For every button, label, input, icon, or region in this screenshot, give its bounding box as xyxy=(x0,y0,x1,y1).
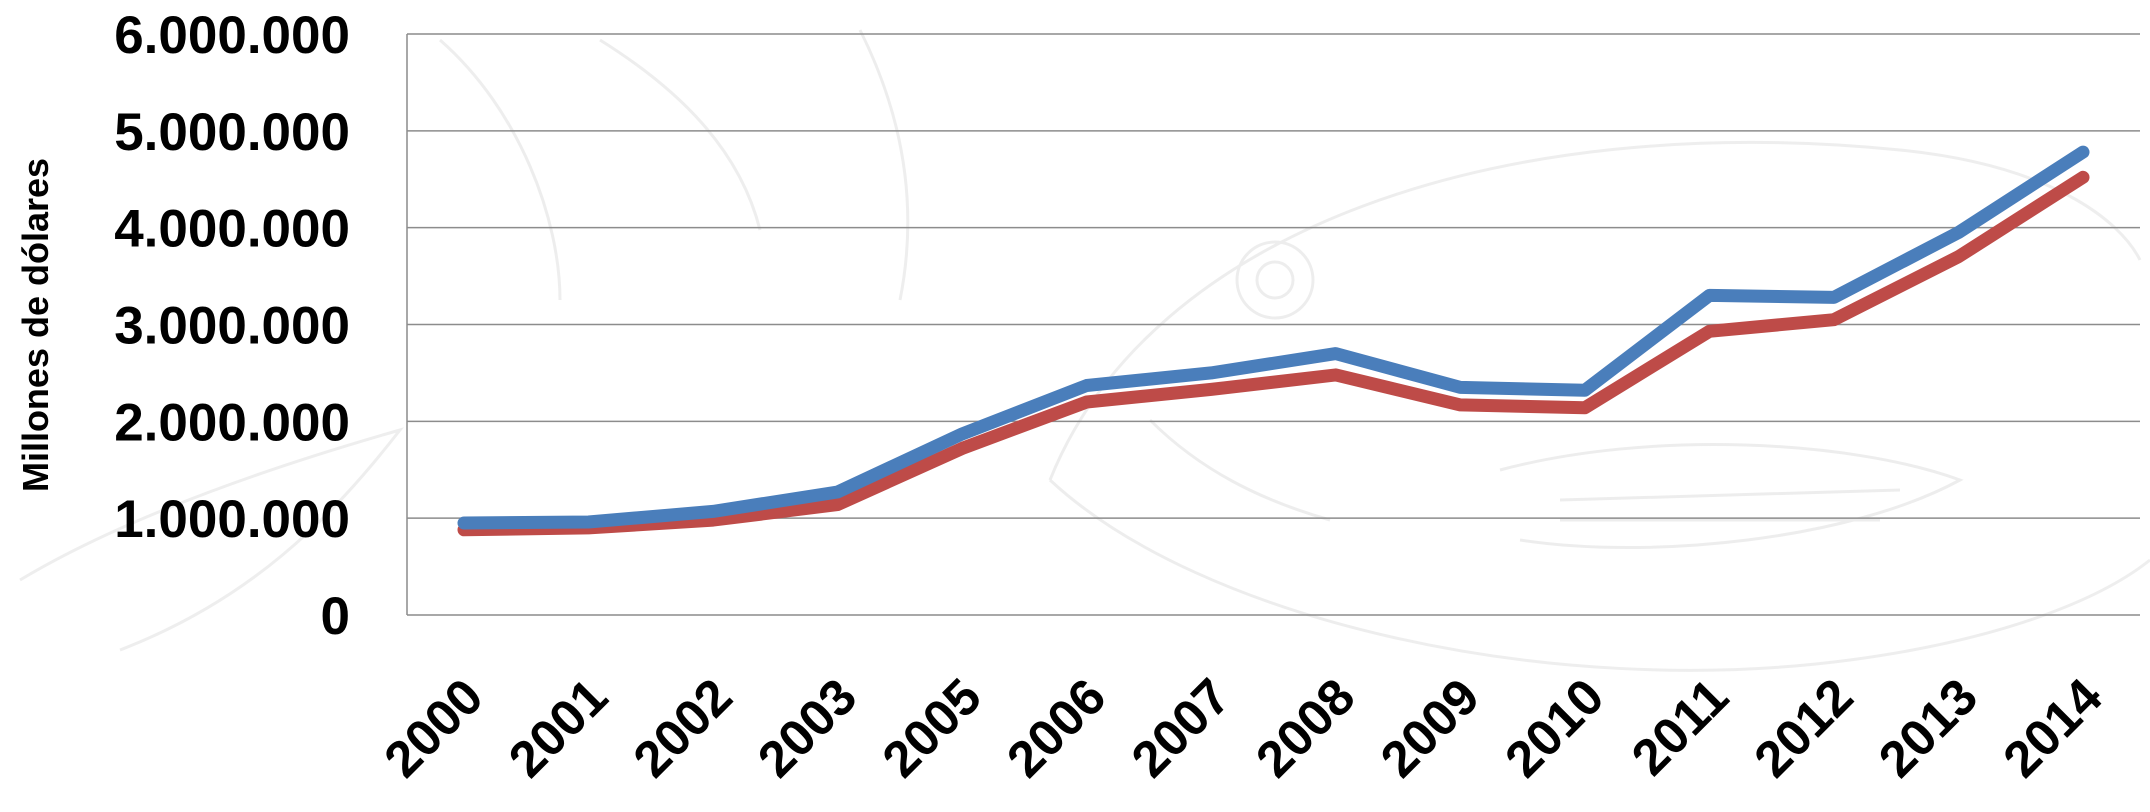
x-tick-label: 2000 xyxy=(373,667,494,788)
series-line-2 xyxy=(457,170,2090,537)
series-lines xyxy=(457,145,2090,537)
x-tick-label: 2001 xyxy=(498,667,619,788)
x-tick-label: 2008 xyxy=(1245,667,1366,788)
x-tick-label: 2010 xyxy=(1494,667,1615,788)
y-tick-label: 4.000.000 xyxy=(114,200,350,259)
y-tick-label: 1.000.000 xyxy=(114,490,350,549)
y-tick-label: 0 xyxy=(321,587,350,646)
x-tick-label: 2002 xyxy=(622,667,743,788)
x-tick-label: 2007 xyxy=(1120,667,1241,788)
x-tick-labels: 2000 2001 2002 2003 2005 2006 2007 2008 2009 2010… xyxy=(373,667,2113,788)
x-tick-label: 2006 xyxy=(996,667,1117,788)
x-tick-label: 2012 xyxy=(1743,667,1864,788)
y-axis-title: Millones de dólares xyxy=(15,158,56,492)
x-tick-label: 2005 xyxy=(871,667,992,788)
x-tick-label: 2014 xyxy=(1992,667,2113,788)
y-tick-label: 3.000.000 xyxy=(114,297,350,356)
fish-watermark-icon xyxy=(19,29,2150,672)
x-tick-label: 2009 xyxy=(1370,667,1491,788)
y-tick-labels: 0 1.000.000 2.000.000 3.000.000 4.000.000 5.0… xyxy=(114,6,350,646)
x-tick-label: 2011 xyxy=(1621,667,1740,786)
y-tick-label: 2.000.000 xyxy=(114,393,350,452)
x-tick-label: 2003 xyxy=(747,667,868,788)
series-line-1 xyxy=(457,145,2090,530)
y-axis-title-group: Millones de dólares xyxy=(15,158,56,492)
x-tick-label: 2013 xyxy=(1868,667,1989,788)
y-tick-label: 6.000.000 xyxy=(114,6,350,65)
y-tick-label: 5.000.000 xyxy=(114,103,350,162)
